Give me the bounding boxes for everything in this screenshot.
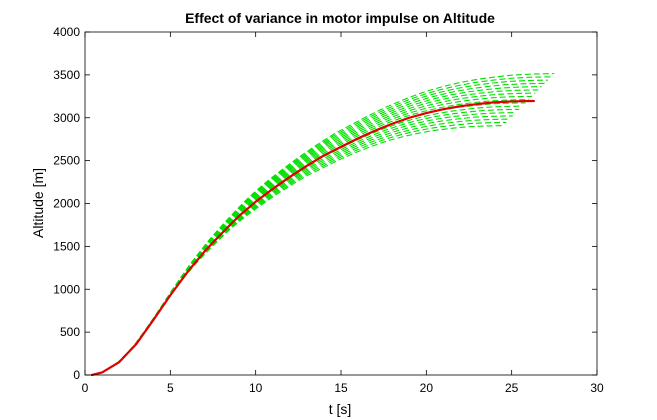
x-tick-label: 10: [249, 381, 263, 395]
x-tick-label: 20: [420, 381, 434, 395]
y-tick-label: 500: [60, 325, 80, 339]
variation-series-line: [91, 125, 504, 376]
y-tick-label: 3000: [53, 111, 80, 125]
axes: 0 5 10 15 20 25 30 0 500 1000 1500 2000 2500 3000 3500…: [53, 25, 604, 395]
y-tick-label: 1000: [53, 282, 80, 296]
plot-area: [90, 73, 555, 377]
y-tick-label: 4000: [53, 25, 80, 39]
chart-title: Effect of variance in motor impulse on A…: [185, 10, 495, 26]
variation-series-line: [91, 73, 555, 376]
x-tick-label: 15: [334, 381, 348, 395]
y-tick-label: 3500: [53, 68, 80, 82]
x-tick-label: 25: [505, 381, 519, 395]
y-axis-label: Altitude [m]: [30, 168, 46, 238]
y-tick-label: 1500: [53, 239, 80, 253]
x-tick-label: 0: [82, 381, 89, 395]
x-tick-label: 5: [167, 381, 174, 395]
variation-series-line: [91, 99, 529, 376]
y-tick-label: 0: [73, 368, 80, 382]
nominal-series-line: [90, 99, 535, 377]
x-tick-label: 30: [590, 381, 604, 395]
y-tick-label: 2500: [53, 154, 80, 168]
x-axis-label: t [s]: [329, 401, 352, 417]
variation-series-line: [91, 95, 532, 376]
variation-series-line: [91, 121, 507, 376]
y-tick-label: 2000: [53, 197, 80, 211]
